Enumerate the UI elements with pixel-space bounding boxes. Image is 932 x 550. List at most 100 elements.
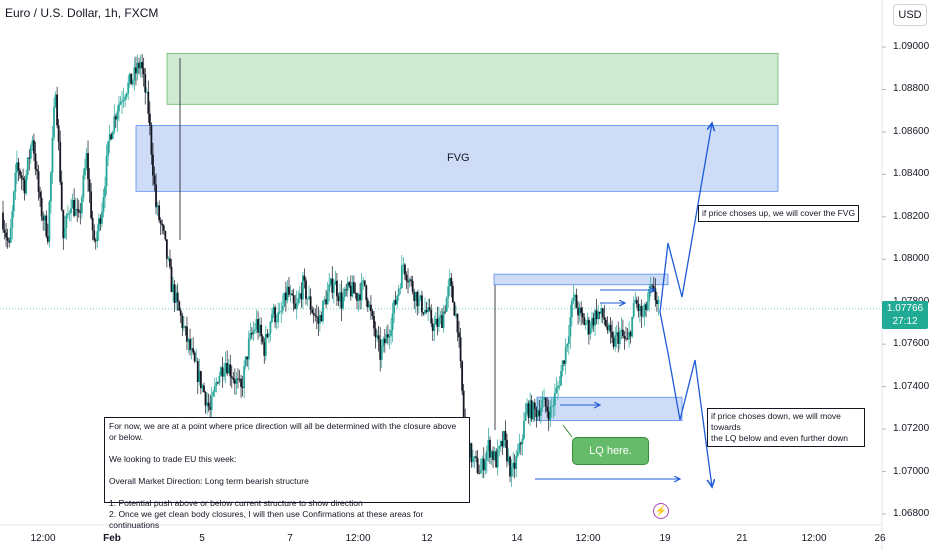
candle-body bbox=[196, 361, 199, 382]
candle-body bbox=[394, 300, 397, 305]
candle-body bbox=[46, 236, 49, 242]
candle-body bbox=[606, 326, 609, 331]
candle-body bbox=[305, 280, 307, 300]
candle-body bbox=[82, 175, 85, 198]
candle-body bbox=[108, 134, 111, 142]
candle-body bbox=[302, 275, 304, 300]
candle-body bbox=[621, 329, 624, 337]
candle-body bbox=[28, 157, 31, 159]
candle-body bbox=[510, 467, 513, 477]
candle-body bbox=[212, 391, 215, 397]
candle-body bbox=[56, 94, 59, 126]
candle-body bbox=[238, 378, 241, 380]
candle-body bbox=[424, 310, 426, 314]
candle-body bbox=[26, 157, 29, 176]
candle-body bbox=[74, 208, 77, 216]
candle-body bbox=[179, 310, 182, 316]
candle-body bbox=[604, 319, 607, 327]
analysis-note[interactable]: For now, we are at a point where price d… bbox=[104, 417, 470, 530]
candle-body bbox=[608, 324, 610, 331]
time-tick-label: 12:00 bbox=[801, 533, 827, 544]
candle-body bbox=[34, 153, 37, 170]
candle-body bbox=[104, 186, 106, 198]
candle-body bbox=[127, 82, 130, 94]
candle-body bbox=[649, 285, 652, 290]
candle-body bbox=[130, 73, 133, 85]
candle-body bbox=[541, 399, 544, 408]
candle-body bbox=[283, 292, 286, 307]
candle-body bbox=[652, 286, 655, 289]
candle-body bbox=[243, 366, 246, 388]
candle-body bbox=[110, 134, 113, 140]
candle-body bbox=[269, 321, 272, 334]
candle-body bbox=[609, 324, 612, 332]
candle-body bbox=[475, 456, 477, 459]
candle-body bbox=[518, 443, 521, 452]
candle-body bbox=[11, 211, 14, 228]
candle-body bbox=[178, 301, 181, 311]
candle-body bbox=[60, 181, 63, 210]
up-scenario-note[interactable]: if price choses up, we will cover the FV… bbox=[698, 205, 860, 222]
candle-body bbox=[597, 311, 600, 320]
candle-body bbox=[629, 331, 632, 337]
candle-body bbox=[343, 289, 346, 297]
candle-body bbox=[93, 230, 96, 241]
candle-body bbox=[165, 239, 168, 259]
candle-body bbox=[80, 197, 83, 214]
candle-body bbox=[489, 439, 491, 458]
price-tick-label: 1.07600 bbox=[893, 338, 930, 350]
candle-body bbox=[67, 213, 69, 216]
candle-body bbox=[527, 403, 530, 418]
candle-body bbox=[405, 274, 408, 281]
candle-body bbox=[43, 215, 46, 221]
candle-body bbox=[570, 300, 573, 318]
candle-body bbox=[31, 140, 34, 146]
candle-body bbox=[591, 317, 593, 329]
candle-body bbox=[365, 285, 368, 301]
symbol-title: Euro / U.S. Dollar, 1h, FXCM bbox=[5, 6, 159, 20]
last-price-tag: 1.07766 27:12 bbox=[882, 301, 928, 329]
currency-button[interactable]: USD bbox=[893, 4, 927, 26]
time-tick-label: 12:00 bbox=[575, 533, 601, 544]
candle-body bbox=[487, 439, 490, 451]
candle-body bbox=[306, 298, 309, 300]
candle-body bbox=[617, 332, 620, 344]
candle-body bbox=[65, 215, 68, 228]
price-tick-label: 1.07000 bbox=[893, 465, 930, 477]
candle-body bbox=[193, 352, 196, 362]
time-tick-label: 12:00 bbox=[345, 533, 371, 544]
candle-body bbox=[404, 264, 406, 275]
candle-body bbox=[170, 266, 173, 293]
candle-body bbox=[209, 406, 212, 410]
down-scenario-note[interactable]: if price choses down, we will move towar… bbox=[707, 408, 865, 447]
lq-callout[interactable]: LQ here. bbox=[572, 437, 649, 465]
candle-body bbox=[516, 451, 519, 457]
candle-body bbox=[319, 315, 321, 324]
candle-body bbox=[186, 326, 188, 342]
candle-body bbox=[523, 420, 525, 439]
candle-body bbox=[419, 295, 422, 299]
candle-body bbox=[309, 296, 312, 310]
candle-body bbox=[153, 175, 156, 185]
candle-body bbox=[529, 400, 532, 418]
candle-body bbox=[504, 431, 507, 441]
candle-body bbox=[105, 156, 108, 187]
candle-body bbox=[600, 308, 603, 314]
lightning-icon[interactable]: ⚡ bbox=[653, 503, 669, 519]
candle-body bbox=[526, 403, 528, 414]
candle-body bbox=[357, 294, 360, 301]
candle-body bbox=[561, 360, 564, 371]
candle-body bbox=[592, 317, 595, 326]
candle-body bbox=[336, 280, 338, 297]
candle-body bbox=[87, 153, 89, 180]
candle-body bbox=[20, 175, 23, 178]
candle-body bbox=[634, 299, 637, 304]
candle-body bbox=[328, 284, 331, 292]
candle-body bbox=[626, 338, 629, 340]
candle-body bbox=[399, 288, 402, 289]
candle-body bbox=[583, 317, 586, 326]
candle-body bbox=[538, 410, 541, 416]
candle-body bbox=[385, 334, 388, 344]
candle-body bbox=[315, 316, 318, 318]
